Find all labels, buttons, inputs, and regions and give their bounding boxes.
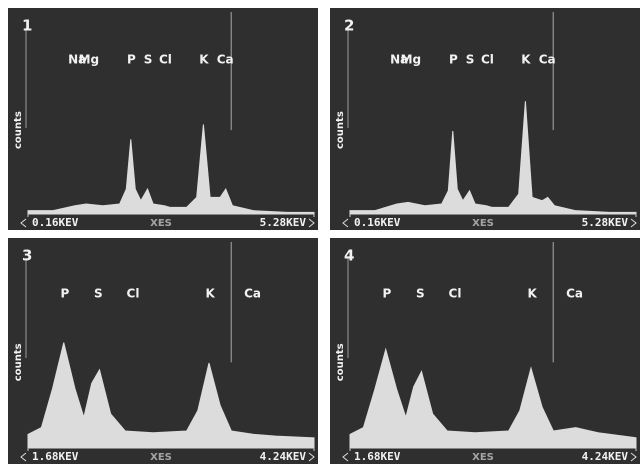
x-tick-label: 0.16KEV — [354, 216, 401, 229]
spectrum-area — [27, 342, 315, 449]
x-tick-label: 4.24KEV — [260, 450, 307, 463]
spectrum-area — [27, 124, 315, 215]
element-label: S — [144, 53, 153, 67]
chevron — [630, 452, 637, 462]
element-label: Ca — [566, 287, 583, 301]
chevron — [630, 218, 637, 228]
element-label: P — [60, 287, 69, 301]
element-label: Cl — [481, 53, 494, 67]
element-label: S — [94, 287, 103, 301]
panel: 4 counts P S Cl K Ca 1.68KEV 4.24KEV XES — [330, 238, 640, 464]
panel-background — [330, 8, 640, 230]
panel-background — [8, 8, 318, 230]
y-axis-label: counts — [335, 111, 346, 149]
x-axis-label: XES — [150, 218, 172, 229]
element-label: P — [449, 53, 458, 67]
panel-number: 4 — [344, 247, 354, 265]
x-axis-label: XES — [472, 452, 494, 463]
chevron — [308, 452, 315, 462]
y-axis-label: counts — [13, 343, 24, 381]
element-label: S — [416, 287, 425, 301]
element-label: Mg — [401, 53, 422, 67]
element-label: Na — [390, 53, 408, 67]
spectrum-area — [349, 101, 637, 215]
panel: 3 counts P S Cl K Ca 1.68KEV 4.24KEV XES — [8, 238, 318, 464]
chevron — [308, 218, 315, 228]
x-tick-label: 4.24KEV — [582, 450, 629, 463]
x-tick-label: 0.16KEV — [32, 216, 79, 229]
element-label: P — [382, 287, 391, 301]
x-axis-label: XES — [472, 218, 494, 229]
chevron — [342, 218, 349, 228]
panel-number: 1 — [22, 17, 32, 35]
element-label: K — [205, 287, 215, 301]
element-label: Cl — [127, 287, 140, 301]
y-axis-label: counts — [13, 111, 24, 149]
element-label: S — [466, 53, 475, 67]
element-label: Ca — [217, 53, 234, 67]
element-label: K — [521, 53, 531, 67]
element-label: K — [527, 287, 537, 301]
element-label: Ca — [244, 287, 261, 301]
chevron — [342, 452, 349, 462]
element-label: P — [127, 53, 136, 67]
panel-number: 3 — [22, 247, 32, 265]
x-tick-label: 5.28KEV — [582, 216, 629, 229]
x-tick-label: 5.28KEV — [260, 216, 307, 229]
element-label: K — [199, 53, 209, 67]
element-label: Mg — [79, 53, 100, 67]
x-tick-label: 1.68KEV — [354, 450, 401, 463]
chevron — [20, 218, 27, 228]
y-axis-label: counts — [335, 343, 346, 381]
element-label: Cl — [449, 287, 462, 301]
x-axis-label: XES — [150, 452, 172, 463]
spectrum-area — [349, 347, 637, 449]
x-tick-label: 1.68KEV — [32, 450, 79, 463]
chevron — [20, 452, 27, 462]
element-label: Ca — [539, 53, 556, 67]
element-label: Na — [68, 53, 86, 67]
panel-number: 2 — [344, 17, 354, 35]
element-label: Cl — [159, 53, 172, 67]
